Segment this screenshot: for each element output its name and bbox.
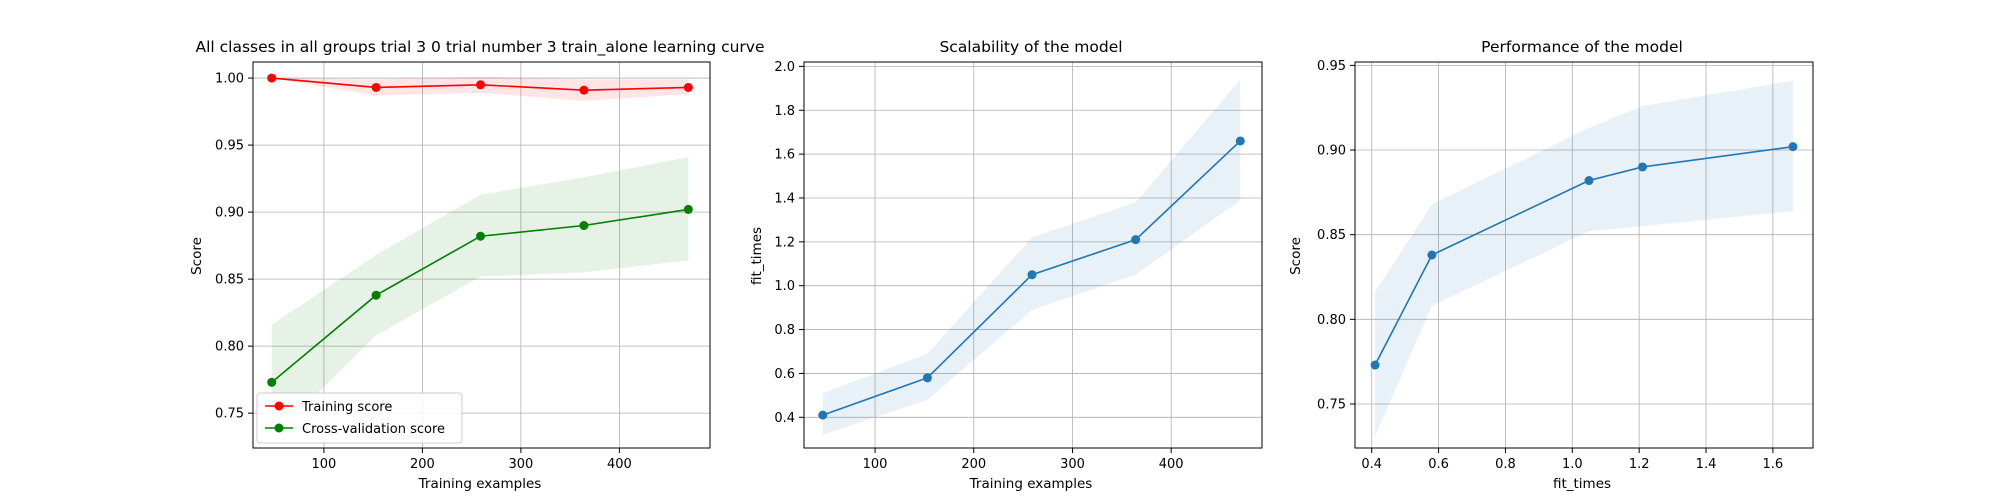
learning-curve-ylabel: Score (189, 237, 205, 275)
performance-ylabel: Score (1288, 237, 1304, 275)
scalability-ylabel: fit_times (749, 227, 765, 285)
performance-x-tick-label: 0.8 (1495, 457, 1516, 472)
legend-label-cross-validation-score: Cross-validation score (302, 422, 445, 437)
learning-curve-y-tick-label: 0.80 (215, 340, 244, 355)
learning-curve-y-tick-label: 1.00 (215, 72, 244, 87)
scalability-y-tick-label: 2.0 (774, 60, 795, 75)
performance-xlabel: fit_times (1553, 476, 1611, 492)
scalability-xlabel: Training examples (969, 476, 1093, 492)
performance-x-tick-label: 0.6 (1428, 457, 1449, 472)
scalability-y-tick-label: 0.6 (774, 367, 795, 382)
scalability-series-0-band (822, 79, 1241, 435)
scalability-x-tick-label: 300 (1060, 457, 1085, 472)
learning-curve-panel: 100 200 300 400 0.75 0.80 0.85 0.90 0.95 1.00 All… (189, 38, 765, 492)
learning-curve-cross-validation-score-point (267, 377, 277, 387)
learning-curve-y-tick-label: 0.75 (215, 407, 244, 422)
scalability-series-0-point (1131, 235, 1141, 245)
learning-curve-title: All classes in all groups trial 3 0 tria… (195, 38, 764, 57)
scalability-title: Scalability of the model (939, 38, 1122, 56)
learning-curve-training-score-point (476, 80, 486, 90)
performance-x-tick-label: 1.4 (1696, 457, 1717, 472)
scalability-y-tick-label: 1.6 (774, 148, 795, 163)
learning-curve-x-tick-label: 200 (410, 457, 435, 472)
performance-axes-frame (1354, 61, 1814, 449)
performance-x-tick-label: 1.0 (1562, 457, 1583, 472)
scalability-axes-frame (803, 61, 1263, 449)
performance-series-0-point (1427, 250, 1437, 260)
performance-x-tick-label: 1.2 (1629, 457, 1650, 472)
performance-y-tick-label: 0.75 (1317, 397, 1346, 412)
scalability-series-0-point (922, 373, 932, 383)
performance-panel: 0.4 0.6 0.8 1.0 1.2 1.4 1.6 0.75 0.80 0.85 0.90 0.9… (1288, 38, 1814, 492)
scalability-series-0-point (1027, 270, 1037, 280)
scalability-x-tick-label: 100 (863, 457, 888, 472)
scalability-x-tick-label: 400 (1159, 457, 1184, 472)
learning-curve-y-tick-label: 0.85 (215, 273, 244, 288)
scalability-y-tick-label: 1.8 (774, 104, 795, 119)
learning-curve-y-tick-label: 0.90 (215, 206, 244, 221)
performance-series-0-point (1584, 176, 1594, 186)
scalability-y-tick-label: 1.4 (774, 191, 795, 206)
performance-series-0-point (1638, 162, 1648, 172)
legend: Training score Cross-validation score (256, 392, 463, 444)
learning-curve-training-score-point (267, 73, 277, 83)
scalability-series-0-point (1235, 136, 1245, 146)
performance-y-tick-label: 0.90 (1317, 144, 1346, 159)
performance-series-0-point (1370, 360, 1380, 370)
learning-curve-y-tick-label: 0.95 (215, 139, 244, 154)
learning-curve-x-tick-label: 100 (311, 457, 336, 472)
performance-y-tick-label: 0.95 (1317, 59, 1346, 74)
performance-series-0-point (1788, 142, 1798, 152)
legend-box (256, 392, 463, 444)
learning-curve-xlabel: Training examples (418, 476, 542, 492)
scalability-y-tick-label: 0.8 (774, 323, 795, 338)
performance-x-tick-label: 1.6 (1763, 457, 1784, 472)
learning-curve-x-tick-label: 300 (508, 457, 533, 472)
learning-curve-x-tick-label: 400 (607, 457, 632, 472)
scalability-panel: 100 200 300 4000.40.60.81.01.21.41.61.82.0 … (749, 38, 1263, 492)
legend-label-training-score: Training score (301, 400, 392, 415)
scalability-y-tick-label: 0.4 (774, 411, 795, 426)
scalability-series-0-point (818, 410, 828, 420)
performance-y-tick-label: 0.80 (1317, 313, 1346, 328)
learning-curve-plot-area: 100 200 300 400 0.75 0.80 0.85 0.90 0.95 1.00 (215, 61, 711, 472)
scalability-y-tick-label: 1.0 (774, 279, 795, 294)
learning-curve-training-score-point (579, 85, 589, 95)
scalability-y-tick-label: 1.2 (774, 235, 795, 250)
scalability-plot-area: 100 200 300 400 0.4 0.6 0.8 1.0 1.2 1.4 1.6 1.8 2.0 (774, 60, 1263, 472)
learning-curve-axes-frame (252, 61, 711, 449)
scalability-x-tick-label: 200 (961, 457, 986, 472)
learning-curve-cross-validation-score-point (476, 231, 486, 241)
performance-y-tick-label: 0.85 (1317, 228, 1346, 243)
performance-plot-area: 0.4 0.6 0.8 1.0 1.2 1.4 1.6 0.75 0.80 0.85 0.90 0.9… (1317, 59, 1814, 472)
learning-curve-cross-validation-score-point (579, 221, 589, 231)
learning-curve-cross-validation-score-point (371, 290, 381, 300)
legend-marker-cross-validation-score (274, 423, 284, 433)
performance-x-tick-label: 0.4 (1361, 457, 1382, 472)
learning-curve-cross-validation-score-point (683, 204, 693, 214)
learning-curve-training-score-point (371, 82, 381, 92)
performance-title: Performance of the model (1481, 38, 1683, 56)
legend-marker-training-score (274, 401, 284, 411)
learning-curve-training-score-point (683, 82, 693, 92)
performance-series-0-band (1375, 80, 1793, 437)
